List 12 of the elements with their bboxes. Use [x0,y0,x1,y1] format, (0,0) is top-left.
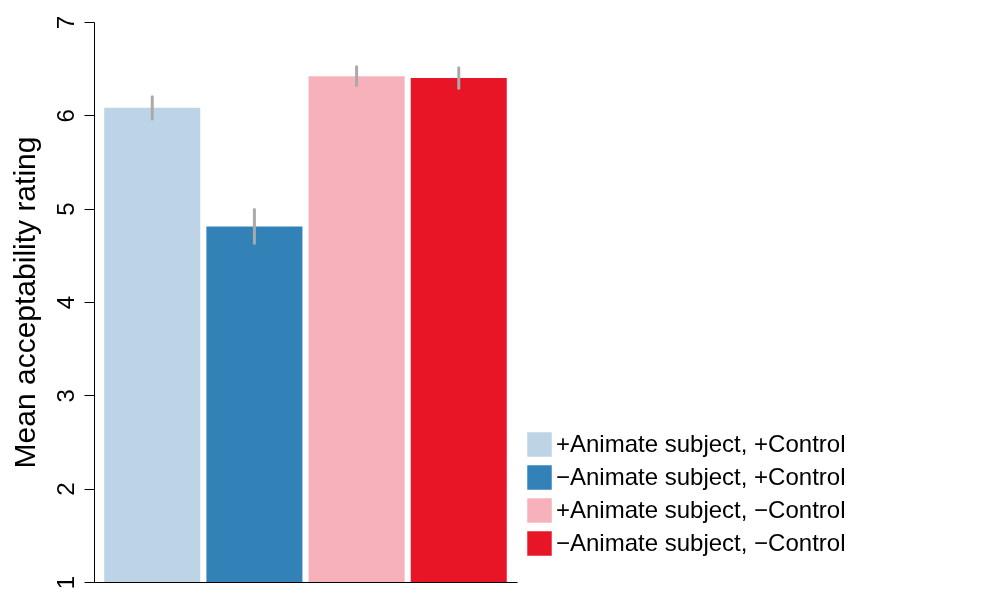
legend-label: +Animate subject, −Control [556,495,846,523]
y-tick-label: 6 [51,109,79,123]
y-tick-label: 1 [51,575,79,590]
y-tick-label: 3 [51,389,79,403]
y-tick-label: 5 [51,202,79,216]
y-tick-label: 4 [51,295,79,310]
y-tick-label: 7 [51,15,79,30]
legend-label: −Animate subject, −Control [556,528,846,556]
legend-label: −Animate subject, +Control [556,462,846,490]
y-axis-title: Mean acceptability rating [7,136,41,469]
y-tick-label: 2 [51,482,79,496]
legend-label: +Animate subject, +Control [556,429,846,457]
